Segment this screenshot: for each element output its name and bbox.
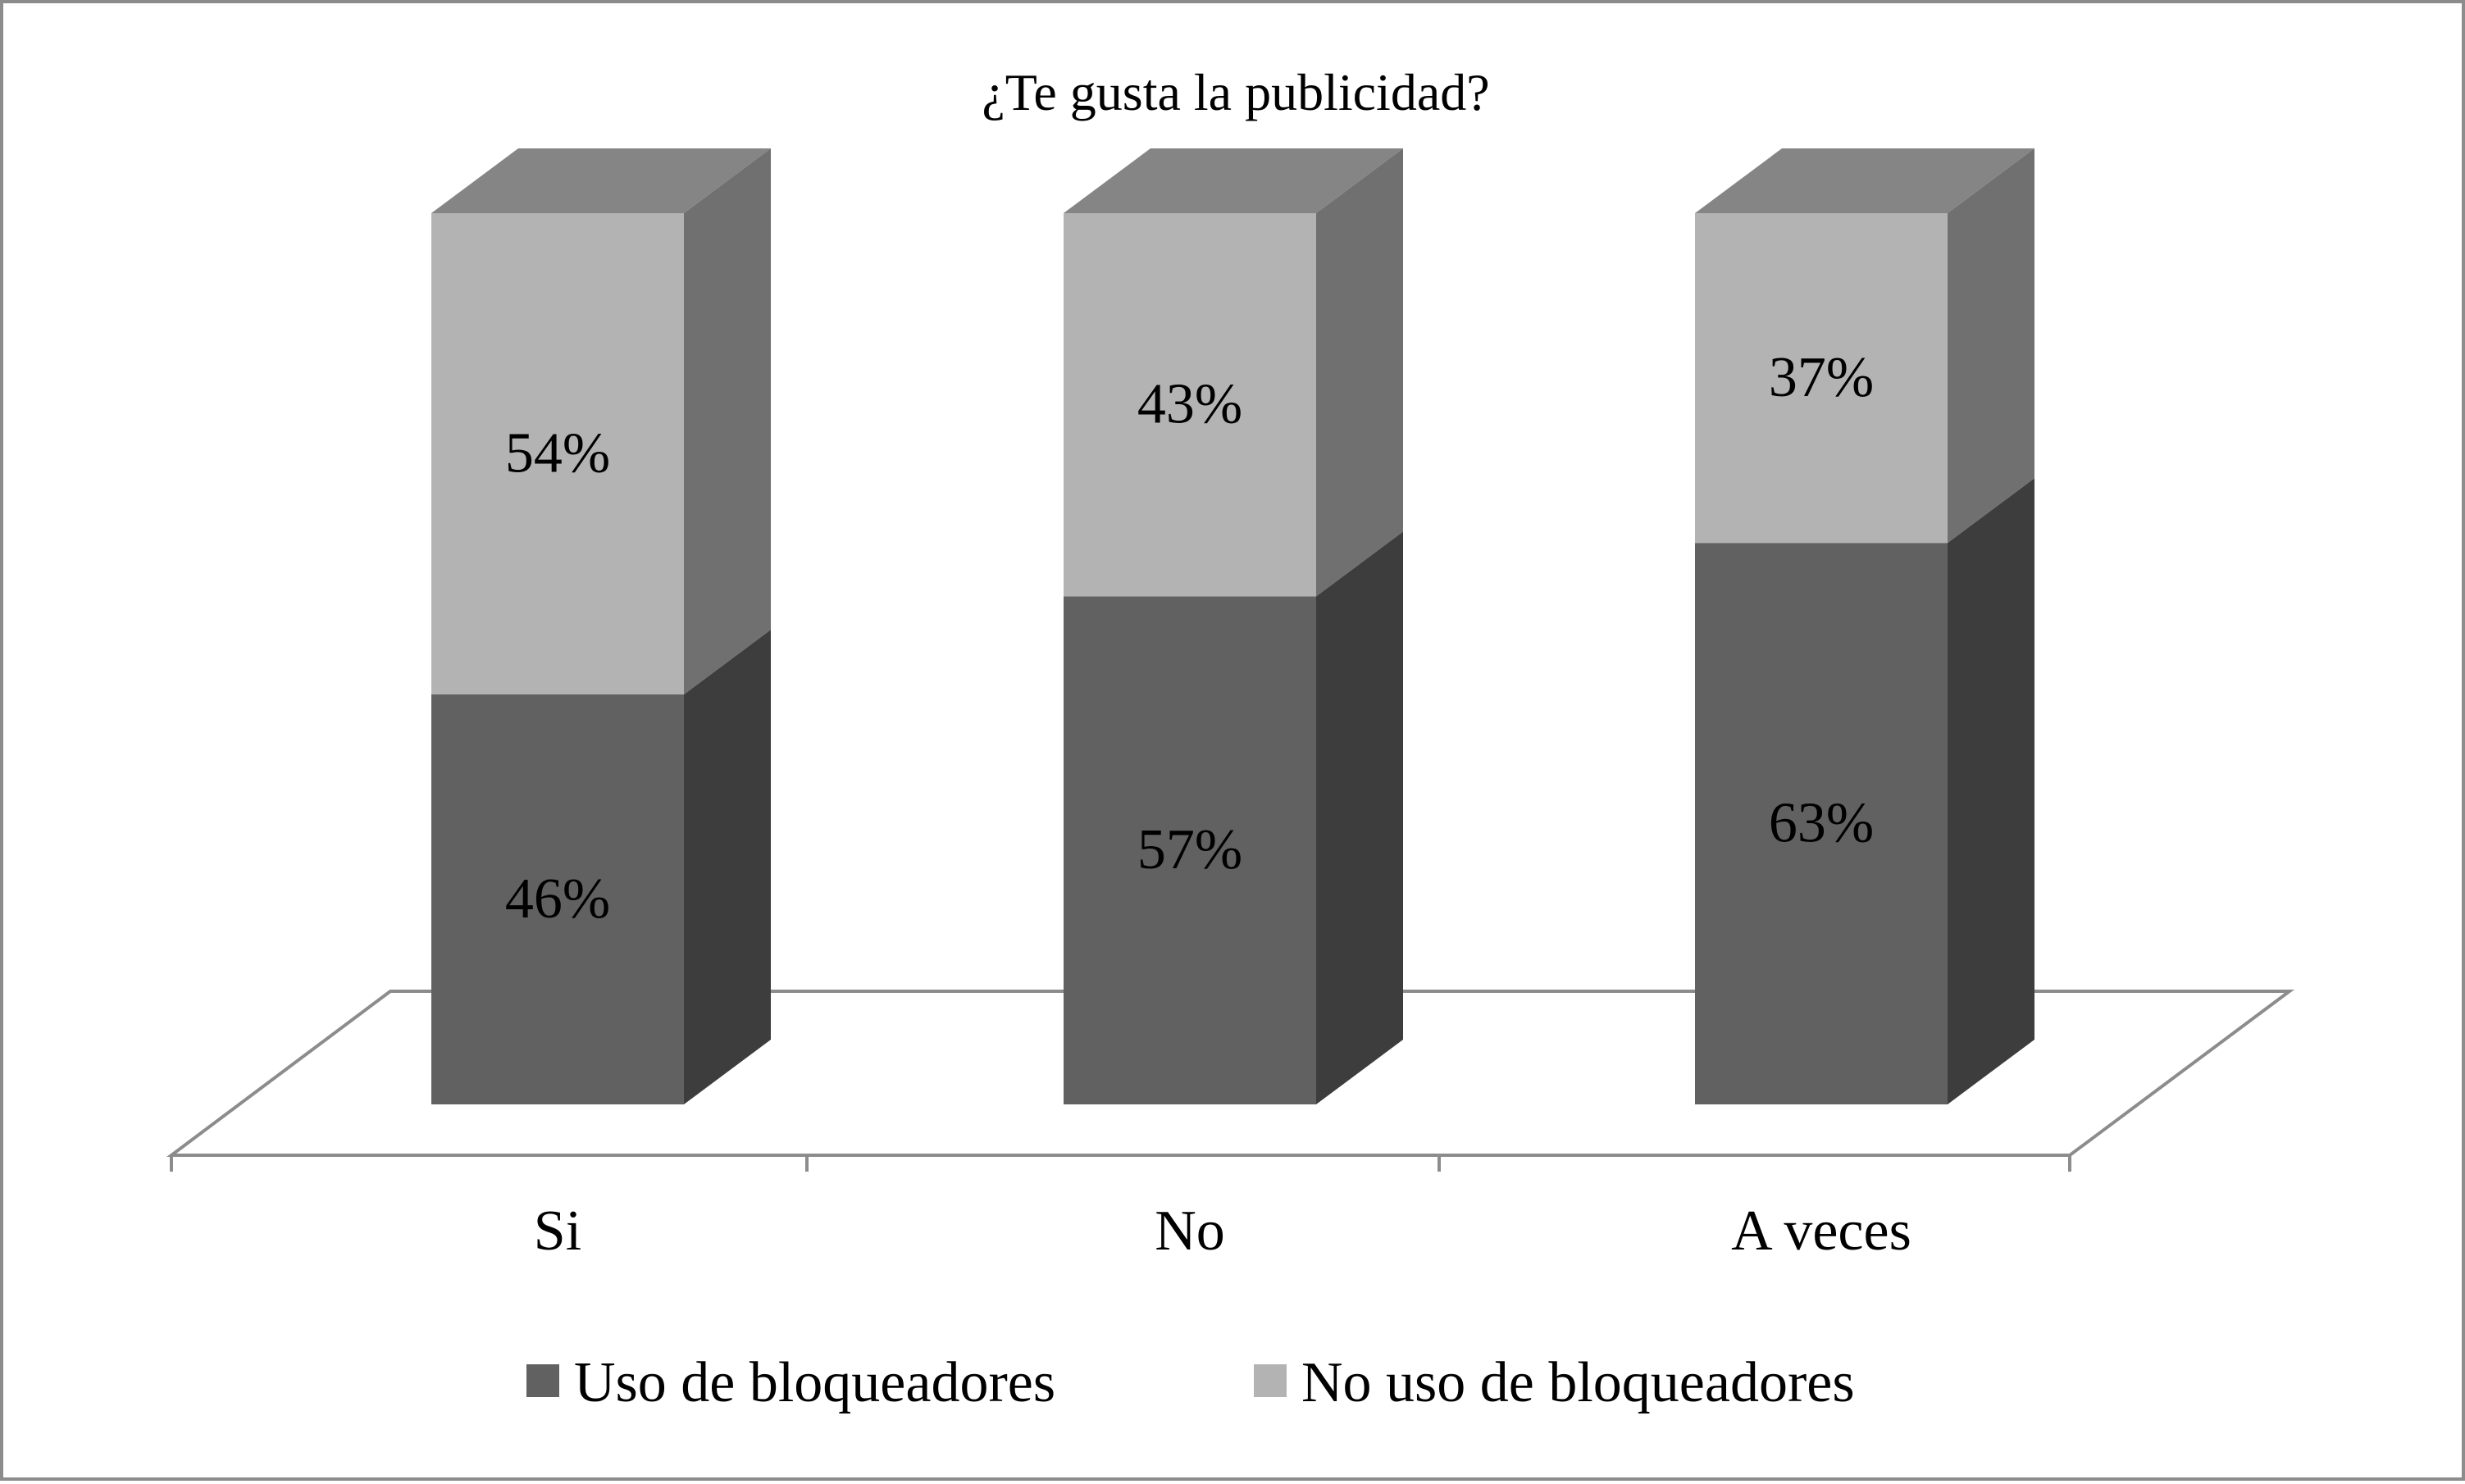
bar-front [431,213,684,694]
legend-label: Uso de bloqueadores [574,1351,1055,1414]
bar-segment-si-no-uso-de-bloqueadores: 54% [431,148,771,694]
legend-swatch [1254,1364,1287,1397]
legend: Uso de bloqueadores No uso de bloqueadore… [526,1351,1855,1414]
bar-top-no [1064,148,1403,213]
data-label: 43% [1137,373,1242,436]
category-labels: Si No A veces [534,1199,1911,1263]
bar-segment-si-uso-de-bloqueadores: 46% [431,629,771,1104]
legend-label: No uso de bloqueadores [1301,1351,1855,1414]
bar-segment-no-uso-de-bloqueadores: 57% [1064,531,1403,1104]
bar-top-si [431,148,771,213]
stacked-bar-chart: ¿Te gusta la publicidad? 46% 54% 57% 43% 63%… [166,63,2295,1414]
bar-side [684,629,771,1104]
data-label: 37% [1769,346,1874,409]
bar-segment-no-no-uso-de-bloqueadores: 43% [1064,148,1403,597]
legend-item-uso-de-bloqueadores: Uso de bloqueadores [526,1351,1055,1414]
bar-side [1948,478,2034,1104]
data-label: 54% [505,421,610,485]
data-label: 57% [1137,818,1242,881]
bar-front [1064,596,1316,1104]
category-label-no: No [1155,1199,1225,1263]
bar-side [1948,148,2034,544]
chart-title: ¿Te gusta la publicidad? [982,63,1489,121]
data-label: 46% [505,867,610,931]
bar-side [684,148,771,694]
bar-side [1316,531,1403,1104]
category-label-a-veces: A veces [1731,1199,1911,1263]
bar-front [431,694,684,1104]
bar-segment-a-veces-no-uso-de-bloqueadores: 37% [1695,148,2034,544]
bar-front [1695,543,1948,1104]
legend-swatch [526,1364,559,1397]
bar-front [1064,213,1316,597]
bars: 46% 54% 57% 43% 63% 37% [431,148,2034,1104]
bar-front [1695,213,1948,544]
category-label-si: Si [534,1199,581,1263]
bar-segment-a-veces-uso-de-bloqueadores: 63% [1695,478,2034,1104]
category-axis [170,1154,2071,1172]
bar-top-a-veces [1695,148,2034,213]
data-label: 63% [1769,792,1874,855]
bar-side [1316,148,1403,597]
legend-item-no-uso-de-bloqueadores: No uso de bloqueadores [1254,1351,1855,1414]
